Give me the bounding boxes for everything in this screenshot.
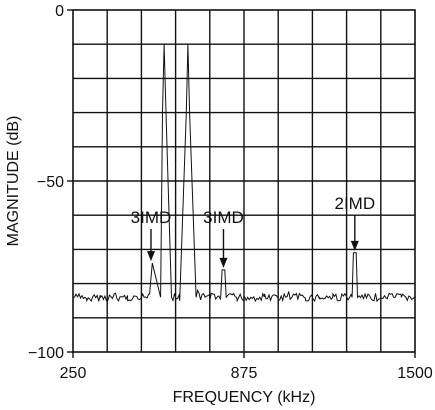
annotation-arrow-head: [219, 257, 228, 268]
x-tick-label: 250: [60, 365, 87, 382]
x-tick-labels: 250 875 1500: [60, 352, 433, 382]
x-tick-label: 875: [231, 365, 258, 382]
y-tick-label: −50: [37, 174, 64, 191]
annotation-label: 3IMD: [203, 208, 244, 227]
spectrum-line: [72, 44, 416, 303]
annotations: 3IMD 3IMD 2IMD: [131, 194, 375, 268]
x-axis-label: FREQUENCY (kHz): [173, 389, 316, 406]
annotation: 2IMD: [334, 194, 375, 251]
y-tick-labels: 0 −50 −100: [28, 3, 73, 362]
x-tick-label: 1500: [397, 365, 433, 382]
annotation-arrow-head: [350, 240, 359, 251]
annotation-label: 3IMD: [131, 208, 172, 227]
annotation-arrow-head: [146, 251, 155, 262]
y-tick-label: −100: [28, 345, 64, 362]
grid: [73, 10, 415, 352]
annotation: 3IMD: [131, 208, 172, 262]
annotation-label: 2IMD: [334, 194, 375, 213]
y-axis-label: MAGNITUDE (dB): [5, 116, 22, 247]
y-tick-label: 0: [55, 3, 64, 20]
annotation: 3IMD: [203, 208, 244, 268]
